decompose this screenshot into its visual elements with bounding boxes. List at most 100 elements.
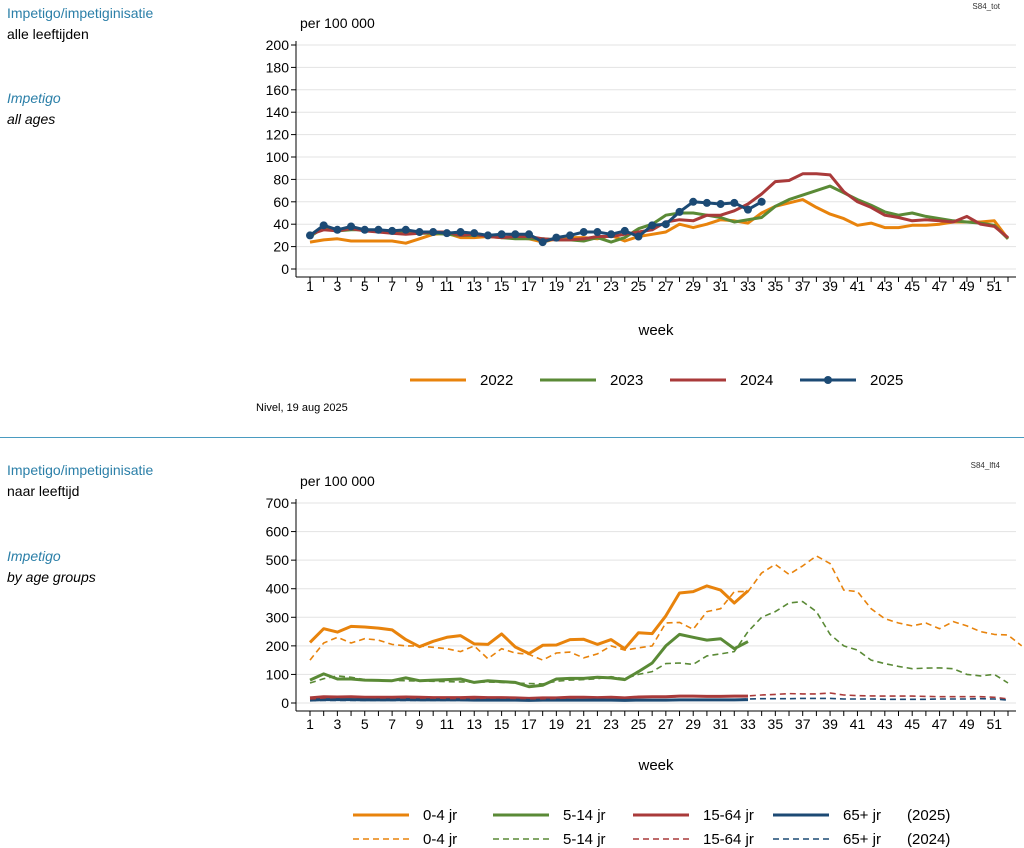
c1-ytick-label: 0 xyxy=(281,261,289,277)
c1-series-3-marker xyxy=(388,226,397,235)
c1-xtick-label: 43 xyxy=(877,278,893,294)
c1-series-3-marker xyxy=(620,226,629,235)
c2-xtick-label: 41 xyxy=(850,716,866,732)
c2-series-1-line xyxy=(309,632,749,689)
panel2-subtitle-nl: naar leeftijd xyxy=(7,483,80,499)
c2-xtick-label: 45 xyxy=(904,716,920,732)
c2-ytick-label: 200 xyxy=(266,638,290,654)
c1-series-3-marker xyxy=(347,222,356,231)
c1-xtick-label: 47 xyxy=(932,278,948,294)
c2-ytick-label: 500 xyxy=(266,552,290,568)
c2-xtick-label: 35 xyxy=(768,716,784,732)
c2-legend-6-label: 15-64 jr xyxy=(703,831,754,848)
c2-legend-4-label: 0-4 jr xyxy=(423,831,457,848)
c2-xtick-label: 27 xyxy=(658,716,674,732)
c1-ytick-label: 40 xyxy=(273,216,289,232)
c2-xtick-label: 15 xyxy=(494,716,510,732)
c1-series-3-marker xyxy=(511,230,520,239)
c1-xtick-label: 35 xyxy=(768,278,784,294)
c1-series-3-marker xyxy=(675,207,684,216)
c1-series-3-marker xyxy=(757,197,766,206)
c2-xtick-label: 37 xyxy=(795,716,811,732)
c2-xtick-label: 25 xyxy=(631,716,647,732)
c2-legend-3-label: 65+ jr xyxy=(843,807,881,824)
c1-xtick-label: 25 xyxy=(631,278,647,294)
c1-series-3-marker xyxy=(470,229,479,238)
c1-series-3-marker xyxy=(593,228,602,237)
c1-xtick-label: 1 xyxy=(306,278,314,294)
c1-xtick-label: 19 xyxy=(549,278,565,294)
c1-xtick-label: 29 xyxy=(685,278,701,294)
c2-legend-7-year: (2024) xyxy=(907,831,950,848)
c2-xtick-label: 33 xyxy=(740,716,756,732)
c1-xtick-label: 51 xyxy=(987,278,1003,294)
c1-legend-1-label: 2023 xyxy=(610,372,643,389)
c1-xtick-label: 45 xyxy=(904,278,920,294)
c1-xtick-label: 37 xyxy=(795,278,811,294)
c2-xtick-label: 1 xyxy=(306,716,314,732)
c1-xtick-label: 11 xyxy=(440,278,455,294)
c1-series-3-marker xyxy=(730,198,739,207)
c2-xtick-label: 11 xyxy=(440,716,455,732)
c1-xtick-label: 31 xyxy=(713,278,729,294)
c1-series-3-marker xyxy=(415,228,424,237)
c2-ytick-label: 600 xyxy=(266,524,290,540)
c2-ytick-label: 300 xyxy=(266,609,290,625)
c2-legend-3-year: (2025) xyxy=(907,807,950,824)
c1-xtick-label: 49 xyxy=(959,278,975,294)
c2-legend-1-label: 5-14 jr xyxy=(563,807,606,824)
panel1-code: S84_tot xyxy=(972,2,1000,11)
c2-series-5-line xyxy=(309,600,1009,685)
c2-ylabel: per 100 000 xyxy=(300,473,375,489)
c1-series-3-marker xyxy=(566,231,575,240)
c2-series-6-line xyxy=(309,692,1009,700)
c1-xtick-label: 15 xyxy=(494,278,510,294)
c1-legend-3-label: 2025 xyxy=(870,372,903,389)
c1-series-3-marker xyxy=(661,220,670,229)
c1-series-3-marker xyxy=(579,228,588,237)
c1-xtick-label: 17 xyxy=(521,278,537,294)
c1-ytick-label: 160 xyxy=(266,82,290,98)
c1-series-3-marker xyxy=(702,198,711,207)
panel1-subtitle-en: all ages xyxy=(7,111,56,127)
c1-legend-2-label: 2024 xyxy=(740,372,773,389)
c2-series-7-line xyxy=(309,697,1009,702)
c1-ytick-label: 140 xyxy=(266,104,290,120)
c2-ytick-label: 400 xyxy=(266,581,290,597)
panel1-subtitle-nl: alle leeftijden xyxy=(7,26,89,42)
c2-xtick-label: 31 xyxy=(713,716,729,732)
c2-series-0-line xyxy=(308,584,750,656)
c1-series-3-marker xyxy=(743,205,752,214)
c1-series-3-marker xyxy=(401,225,410,234)
c2-xlabel: week xyxy=(637,757,674,774)
c2-xtick-label: 3 xyxy=(333,716,341,732)
c1-series-3-marker xyxy=(634,232,643,241)
c1-xtick-label: 9 xyxy=(416,278,424,294)
c1-legend-3-marker xyxy=(824,376,832,384)
panel1-title-en: Impetigo xyxy=(7,90,61,106)
c1-xtick-label: 3 xyxy=(333,278,341,294)
c1-xtick-label: 7 xyxy=(388,278,396,294)
c1-xtick-label: 33 xyxy=(740,278,756,294)
c2-legend-0-label: 0-4 jr xyxy=(423,807,457,824)
c2-xtick-label: 29 xyxy=(685,716,701,732)
c1-xtick-label: 39 xyxy=(822,278,838,294)
c2-series-4-line xyxy=(309,555,1023,661)
c1-xtick-label: 21 xyxy=(576,278,592,294)
c1-series-3-marker xyxy=(689,197,698,206)
panel2-title-nl: Impetigo/impetiginisatie xyxy=(7,462,154,478)
c1-xtick-label: 27 xyxy=(658,278,674,294)
section-divider xyxy=(0,437,1024,438)
c1-series-3-marker xyxy=(483,231,492,240)
c2-legend-5-label: 5-14 jr xyxy=(563,831,606,848)
c2-xtick-label: 49 xyxy=(959,716,975,732)
c1-series-3-marker xyxy=(607,230,616,239)
c1-series-3-marker xyxy=(319,221,328,230)
c2-xtick-label: 21 xyxy=(576,716,592,732)
c1-series-3-marker xyxy=(524,230,533,239)
c1-ylabel: per 100 000 xyxy=(300,15,375,31)
c1-series-3-marker xyxy=(538,238,547,247)
c1-series-3-marker xyxy=(497,230,506,239)
c1-legend-0-label: 2022 xyxy=(480,372,513,389)
